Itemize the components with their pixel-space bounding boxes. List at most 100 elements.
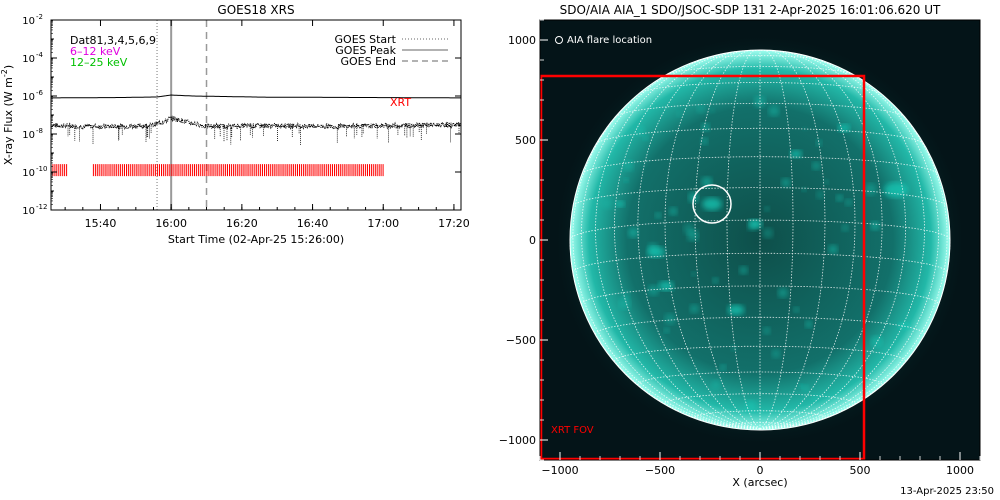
series-short-channel-dropouts xyxy=(67,122,460,145)
goes-y-axis-label-sup: -2 xyxy=(0,69,9,77)
x-tick-label-1: 16:00 xyxy=(155,217,187,230)
active-region-7 xyxy=(615,200,625,208)
y-tick-label-1: 10 xyxy=(22,54,35,65)
goes-header-text: Dat81,3,4,5,6,9 xyxy=(70,34,156,47)
disk-texture xyxy=(691,271,697,277)
goes-chart-title: GOES18 XRS xyxy=(217,3,294,17)
aia-y-tick-label-0: −1000 xyxy=(499,434,536,447)
goes-plot-area xyxy=(51,20,461,210)
goes-y-axis-label-main: X-ray Flux (W m xyxy=(2,77,15,165)
disk-texture xyxy=(601,197,614,210)
disk-texture xyxy=(798,383,803,389)
aia-axes: −1000 −500 0 500 1000 −1000 −500 0 500 1000 xyxy=(499,19,981,477)
disk-texture xyxy=(664,313,676,325)
aia-y-tick-label-3: 500 xyxy=(515,134,536,147)
aia-x-tick-label-2: 0 xyxy=(757,464,764,477)
legend-goes-end: GOES End xyxy=(340,55,396,68)
y-tick-label-3: 10 xyxy=(22,130,35,141)
disk-texture xyxy=(664,348,669,354)
xrt-label: XRT xyxy=(390,96,411,109)
active-region-6 xyxy=(883,182,909,198)
disk-texture xyxy=(720,364,727,371)
y-tick-label-exp-4: -10 xyxy=(36,165,47,173)
disk-texture xyxy=(663,327,670,334)
disk-texture xyxy=(823,179,829,185)
disk-texture xyxy=(648,284,659,296)
disk-texture xyxy=(762,227,774,239)
x-tick-label-5: 17:20 xyxy=(438,217,470,230)
disk-texture xyxy=(768,105,780,117)
disk-texture xyxy=(689,304,699,314)
disk-texture xyxy=(793,306,800,313)
aia-image-panel: SDO/AIA AIA_1 SDO/JSOC-SDP 131 2-Apr-202… xyxy=(499,3,981,489)
y-tick-label-exp-2: -6 xyxy=(36,89,44,97)
disk-texture xyxy=(618,297,631,310)
legend-goes-start: GOES Start xyxy=(335,33,397,46)
disk-texture xyxy=(696,104,706,114)
aia-x-tick-label-4: 1000 xyxy=(946,464,974,477)
disk-texture xyxy=(676,111,683,118)
xrt-fov-box xyxy=(540,74,866,460)
disk-texture xyxy=(805,320,813,328)
active-region-8 xyxy=(898,322,910,330)
disk-texture xyxy=(870,221,880,231)
legend-goes-peak: GOES Peak xyxy=(335,44,396,57)
disk-texture xyxy=(781,178,791,188)
goes-y-axis-label: X-ray Flux (W m-2) xyxy=(0,65,15,165)
aia-legend-text: AIA flare location xyxy=(567,35,652,46)
active-region-3 xyxy=(727,304,745,316)
disk-texture xyxy=(764,206,770,212)
disk-texture xyxy=(710,108,715,113)
xrt-coverage-1 xyxy=(92,164,384,177)
y-tick-label-exp-0: -2 xyxy=(36,13,43,21)
disk-texture xyxy=(763,327,771,335)
aia-legend-circle-icon xyxy=(555,36,563,44)
disk-texture xyxy=(815,139,823,147)
aia-x-tick-label-0: −1000 xyxy=(541,464,578,477)
aia-x-tick-label-3: 500 xyxy=(850,464,871,477)
goes-legend: GOES Start GOES Peak GOES End xyxy=(335,33,448,68)
disk-texture xyxy=(801,384,809,392)
y-tick-label-4: 10 xyxy=(22,168,35,179)
disk-texture xyxy=(739,266,748,275)
solar-limb xyxy=(569,49,951,431)
disk-texture xyxy=(647,242,658,254)
goes-y-axis-label-close: ) xyxy=(2,65,15,69)
active-region-1 xyxy=(702,197,722,211)
y-tick-label-2: 10 xyxy=(22,92,35,103)
aia-y-tick-label-4: 1000 xyxy=(508,34,536,47)
disk-texture xyxy=(687,229,699,242)
disk-texture xyxy=(844,198,852,206)
disk-texture xyxy=(777,287,789,298)
y-tick-label-exp-3: -8 xyxy=(36,127,43,135)
disk-texture xyxy=(816,190,825,199)
goes-x-axis-label: Start Time (02-Apr-25 15:26:00) xyxy=(168,233,344,246)
x-tick-label-2: 16:20 xyxy=(226,217,258,230)
aia-y-tick-label-1: −500 xyxy=(506,334,536,347)
disk-texture xyxy=(711,379,721,390)
disk-texture xyxy=(730,345,737,352)
xrt-fov-label: XRT FOV xyxy=(551,425,594,436)
y-tick-label-0: 10 xyxy=(22,16,35,27)
aia-x-tick-label-1: −500 xyxy=(645,464,675,477)
series-long-channel xyxy=(51,94,461,99)
disk-texture xyxy=(747,219,759,231)
disk-texture xyxy=(712,277,719,284)
disk-texture xyxy=(870,335,883,348)
disk-texture xyxy=(622,160,634,172)
disk-texture xyxy=(812,161,821,170)
disk-texture xyxy=(700,137,709,145)
disk-texture xyxy=(864,183,877,196)
channel-label-low: 6–12 keV xyxy=(70,45,121,58)
aia-chart-title: SDO/AIA AIA_1 SDO/JSOC-SDP 131 2-Apr-202… xyxy=(560,3,941,17)
y-tick-label-exp-5: -12 xyxy=(36,203,47,211)
aia-y-tick-label-2: 0 xyxy=(529,234,536,247)
disk-texture xyxy=(841,224,849,232)
flare-location-circle xyxy=(692,184,732,224)
y-tick-label-5: 10 xyxy=(22,206,35,217)
disk-texture xyxy=(655,212,662,219)
xrt-coverage-0 xyxy=(51,164,68,177)
footer-timestamp: 13-Apr-2025 23:50 xyxy=(900,486,994,497)
disk-texture xyxy=(623,177,629,183)
